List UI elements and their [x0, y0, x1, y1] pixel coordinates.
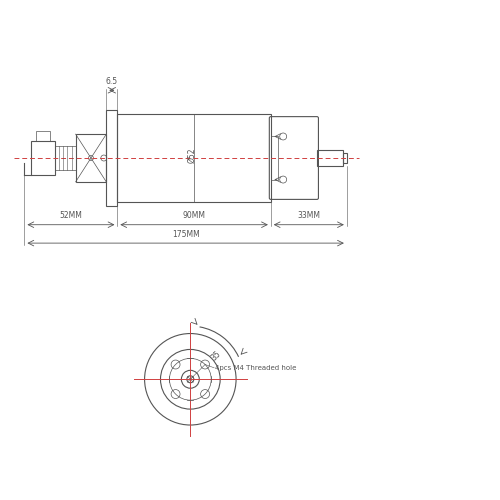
Text: 6.5: 6.5	[106, 78, 118, 86]
Bar	[118, 114, 271, 202]
Text: Ø52: Ø52	[188, 148, 196, 164]
Bar	[271, 136, 278, 180]
Bar	[32, 141, 55, 175]
Bar	[76, 134, 106, 182]
Text: 175MM: 175MM	[172, 230, 200, 238]
Text: 52MM: 52MM	[60, 211, 82, 220]
Bar	[55, 146, 76, 170]
Bar	[36, 130, 50, 141]
Text: 33MM: 33MM	[298, 211, 320, 220]
Text: 35: 35	[209, 350, 222, 362]
Bar	[317, 150, 342, 166]
Bar	[342, 153, 347, 163]
Text: 4pcs M4 Threaded hole: 4pcs M4 Threaded hole	[216, 365, 297, 371]
Bar	[106, 110, 118, 206]
Text: 90MM: 90MM	[182, 211, 206, 220]
